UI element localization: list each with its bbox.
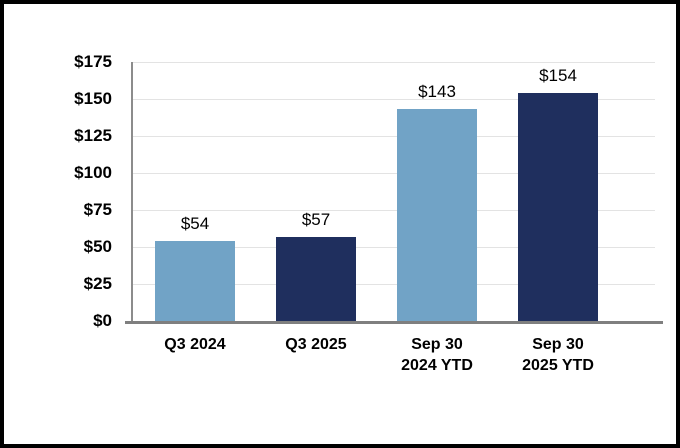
bar-data-label: $54 [180, 214, 210, 234]
x-axis-category-label: Sep 30 2025 YTD [522, 336, 594, 374]
y-axis-tick-label: $0 [93, 311, 112, 330]
y-axis-tick-label: $175 [74, 52, 112, 71]
gridline [133, 247, 655, 248]
gridline [133, 210, 655, 211]
bar-data-label: $57 [301, 209, 331, 229]
bar-data-label: $154 [539, 66, 577, 86]
y-axis-tick-label: $75 [83, 200, 112, 219]
y-axis-line [131, 62, 133, 321]
plot-area: $54 Q3 2024 $57 Q3 2025 $143 Sep 30 2024 YTD $… [125, 62, 663, 374]
y-axis-tick-labels: $0 $25 $50 $75 $100 $125 $150 $175 [24, 52, 112, 330]
x-axis-line [125, 321, 663, 324]
bar-3 [397, 109, 477, 321]
y-axis-tick-label: $25 [83, 274, 112, 293]
gridline [133, 284, 655, 285]
y-axis-tick-label: $150 [74, 89, 112, 108]
y-axis-tick-label: $100 [74, 163, 112, 182]
gridline [133, 99, 655, 100]
bar-2 [276, 236, 356, 321]
bar-4 [518, 93, 598, 321]
y-axis-tick-label: $125 [74, 126, 112, 145]
x-axis-category-label: Q3 2025 [285, 336, 347, 353]
y-axis-tick-label: $50 [83, 237, 112, 256]
gridline [133, 136, 655, 137]
x-axis-category-label: Q3 2024 [164, 336, 226, 353]
gridline [133, 173, 655, 174]
gridline [133, 62, 655, 63]
bar-data-label: $143 [418, 82, 456, 102]
bar-1 [155, 241, 235, 321]
x-axis-category-label: Sep 30 2024 YTD [401, 336, 473, 374]
